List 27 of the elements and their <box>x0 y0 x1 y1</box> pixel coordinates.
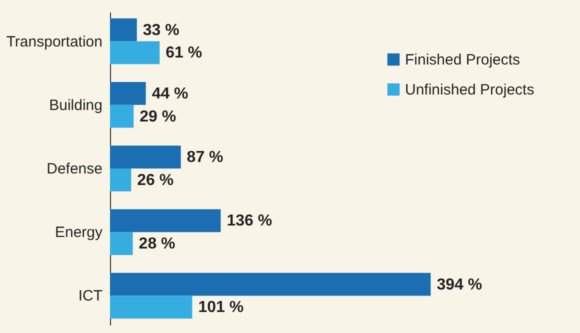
bar <box>110 232 133 256</box>
bar <box>110 18 137 42</box>
data-label: 394 % <box>436 276 482 294</box>
data-label: 28 % <box>138 236 176 253</box>
y-tick-label: ICT <box>78 288 102 305</box>
bar <box>110 146 181 168</box>
data-label: 33 % <box>142 22 180 39</box>
legend-label: Finished Projects <box>405 52 520 68</box>
y-tick-label: Energy <box>54 224 103 242</box>
data-label: 26 % <box>137 172 174 189</box>
y-tick-label: Building <box>49 96 102 114</box>
data-label: 136 % <box>226 212 272 230</box>
data-label: 61 % <box>166 44 202 62</box>
bar <box>110 296 192 319</box>
data-label: 101 % <box>198 299 244 316</box>
data-label: 44 % <box>152 85 188 102</box>
y-tick-label: Transportation <box>6 33 102 50</box>
bar <box>110 168 132 192</box>
bar <box>110 41 160 64</box>
y-tick-label: Defense <box>46 160 102 178</box>
legend-label: Unfinished Projects <box>405 82 534 98</box>
data-label: 29 % <box>140 108 176 126</box>
bar <box>110 209 221 232</box>
bar <box>110 82 146 105</box>
bar <box>110 104 134 128</box>
bar <box>110 272 431 296</box>
data-label: 87 % <box>186 149 224 166</box>
